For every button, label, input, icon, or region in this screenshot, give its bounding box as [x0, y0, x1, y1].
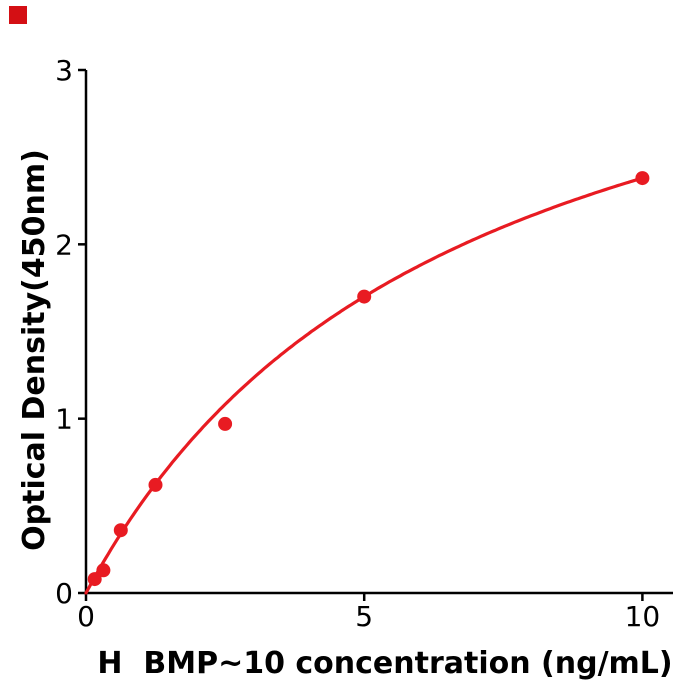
data-point: [96, 563, 111, 578]
y-tick-label: 0: [55, 577, 73, 610]
axis-spine: [84, 70, 673, 595]
data-point: [635, 171, 650, 186]
data-point: [218, 416, 233, 431]
data-point: [148, 477, 163, 492]
data-point: [113, 523, 128, 538]
y-tick-label: 1: [55, 403, 73, 436]
data-point: [357, 289, 372, 304]
x-tick-label: 5: [355, 600, 373, 633]
x-axis-title: H BMP~10 concentration (ng/mL): [97, 646, 672, 681]
x-tick-label: 0: [77, 600, 95, 633]
corner-marker: [9, 6, 27, 24]
y-axis-title: Optical Density(450nm): [17, 149, 52, 551]
data-point: [87, 572, 102, 587]
y-tick-label: 2: [55, 228, 73, 261]
fit-curve: [84, 176, 644, 595]
y-tick-label: 3: [55, 54, 73, 87]
x-tick-label: 10: [625, 600, 661, 633]
